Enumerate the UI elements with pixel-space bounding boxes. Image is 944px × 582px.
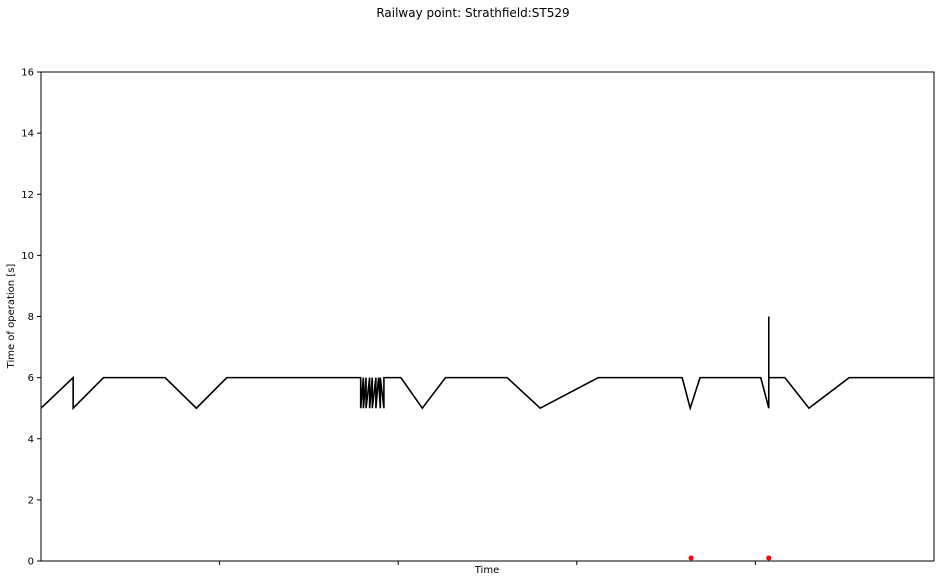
series-line <box>40 316 934 412</box>
y-axis-label: Time of operation [s] <box>6 264 17 370</box>
marker-point <box>688 555 694 561</box>
y-axis: 0 2 4 6 8 10 12 14 16 <box>21 68 41 568</box>
y-tick-label: 8 <box>28 312 34 323</box>
y-tick-label: 2 <box>28 495 34 506</box>
series-layer <box>40 316 934 412</box>
y-tick-label: 4 <box>28 434 34 445</box>
marker-point <box>766 555 772 561</box>
x-axis <box>219 561 756 565</box>
y-tick-label: 12 <box>21 190 34 201</box>
y-tick-label: 10 <box>21 251 34 262</box>
marker-layer <box>688 555 772 561</box>
y-tick-label: 16 <box>21 68 34 79</box>
x-axis-label: Time <box>474 565 499 576</box>
chart-title: Railway point: Strathfield:ST529 <box>376 6 569 20</box>
y-tick-label: 14 <box>21 129 34 140</box>
y-tick-label: 0 <box>28 557 34 568</box>
y-tick-label: 6 <box>28 373 34 384</box>
